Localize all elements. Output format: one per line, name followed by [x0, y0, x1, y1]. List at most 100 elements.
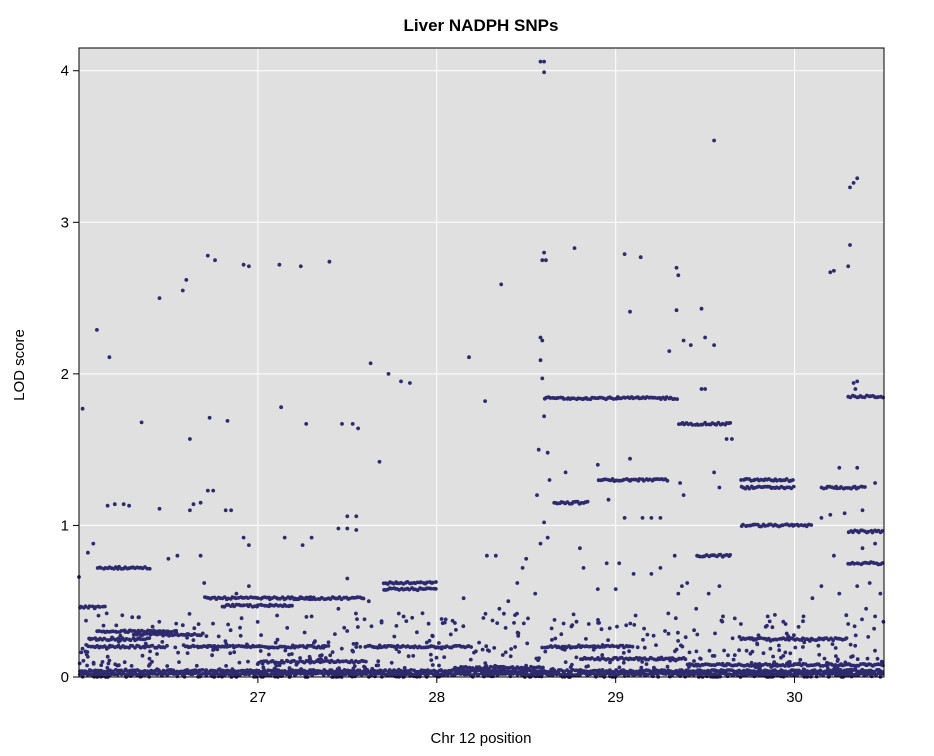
snp-point [282, 535, 287, 540]
snp-point [225, 419, 230, 423]
snp-point [319, 669, 324, 674]
snp-point [721, 614, 725, 619]
snp-point [408, 381, 412, 385]
snp-point [260, 603, 264, 607]
snp-point [192, 632, 197, 636]
snp-point [663, 656, 668, 661]
snp-point [622, 252, 627, 256]
snp-point [578, 546, 582, 551]
snp-point [285, 659, 290, 664]
snp-point [205, 488, 210, 493]
snp-point [591, 647, 596, 652]
snp-point [304, 615, 309, 619]
snp-point [642, 645, 647, 650]
snp-point [683, 635, 688, 640]
snp-point [275, 613, 279, 618]
snp-point [147, 566, 152, 571]
snp-point [748, 637, 753, 641]
snp-point [101, 623, 106, 628]
snp-point [161, 633, 166, 638]
snp-point [500, 653, 505, 657]
snp-point [437, 641, 441, 645]
snp-point [418, 672, 423, 677]
snp-point [608, 660, 612, 665]
snp-point [545, 535, 550, 540]
snp-point [538, 358, 543, 363]
snp-point [537, 674, 541, 679]
snp-point [786, 660, 791, 665]
snp-point [572, 246, 577, 251]
snp-point [150, 659, 154, 664]
snp-point [542, 250, 546, 255]
snp-point [510, 665, 515, 669]
snp-point [107, 355, 112, 360]
snp-point [468, 657, 473, 662]
snp-point [411, 654, 416, 658]
snp-point [211, 488, 216, 493]
snp-point [853, 667, 858, 671]
snp-point [345, 514, 350, 519]
snp-point [275, 637, 280, 642]
snp-point [756, 633, 761, 638]
snp-point [844, 613, 849, 618]
snp-point [339, 646, 344, 651]
snp-point [508, 654, 513, 659]
snp-point [694, 606, 699, 611]
snp-point [490, 618, 495, 623]
snp-point [552, 618, 557, 622]
snp-point [659, 655, 664, 660]
snp-point [676, 591, 681, 596]
snp-point [285, 626, 290, 630]
snp-point [725, 674, 730, 679]
snp-point [851, 181, 856, 185]
snp-point [223, 508, 228, 513]
snp-point [122, 660, 127, 665]
snp-point [272, 666, 277, 671]
snp-point [609, 669, 614, 674]
snp-point [368, 361, 373, 366]
snp-point [354, 641, 359, 646]
snp-point [855, 379, 860, 384]
snp-point [241, 535, 246, 540]
snp-point [730, 437, 734, 441]
snp-point [100, 660, 105, 664]
snp-point [607, 626, 612, 631]
snp-point [737, 635, 742, 639]
snp-point [294, 662, 299, 667]
snp-point [669, 669, 674, 674]
snp-point [707, 648, 712, 653]
snp-point [210, 653, 215, 658]
snp-point [603, 671, 608, 676]
snp-point [631, 572, 636, 576]
snp-point [676, 273, 681, 278]
snp-point [476, 672, 481, 677]
snp-point [719, 668, 724, 672]
snp-point [860, 508, 865, 513]
snp-point [771, 661, 776, 666]
snp-point [326, 640, 331, 645]
snp-point [674, 265, 679, 270]
y-axis-label: LOD score [11, 329, 28, 401]
snp-point [358, 645, 363, 649]
snp-point [205, 253, 210, 258]
snp-point [119, 629, 124, 633]
snp-point [97, 605, 102, 609]
snp-point [632, 623, 637, 627]
snp-point [706, 591, 711, 596]
snp-point [99, 566, 103, 570]
snp-point [223, 639, 228, 644]
snp-point [801, 619, 805, 624]
snp-point [687, 665, 691, 669]
snp-point [545, 450, 550, 455]
snp-point [467, 665, 472, 670]
snp-point [316, 657, 321, 662]
snp-point [673, 649, 677, 654]
snp-point [362, 617, 367, 622]
snp-point [782, 670, 787, 675]
snp-point [543, 649, 548, 654]
snp-point [106, 661, 111, 666]
snp-point [242, 668, 246, 673]
snp-point [118, 633, 123, 638]
snp-point [350, 422, 355, 426]
snp-point [503, 650, 508, 655]
